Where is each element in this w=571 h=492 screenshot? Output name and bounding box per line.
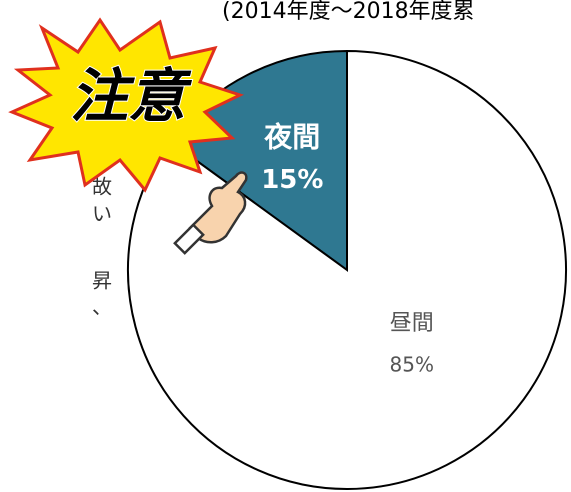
slice-label: 夜間 (263, 121, 320, 154)
badge-text: 注意 (70, 62, 193, 130)
side-text: 故い昇、 (92, 175, 112, 319)
value-label: 85% (390, 353, 434, 377)
badge-burst (8, 17, 245, 193)
side-text-fragment: 、 (92, 295, 112, 319)
side-text-fragment: 故 (92, 175, 112, 199)
pie-slice (127, 49, 567, 490)
side-text-fragment: い (92, 202, 112, 226)
value-label: 15% (261, 165, 323, 195)
side-text-fragment: 昇 (92, 269, 112, 293)
pointing-hand (173, 171, 248, 255)
chart-subtitle: (2014年度〜2018年度累 (222, 0, 475, 24)
slice-label: 昼間 (390, 311, 434, 336)
